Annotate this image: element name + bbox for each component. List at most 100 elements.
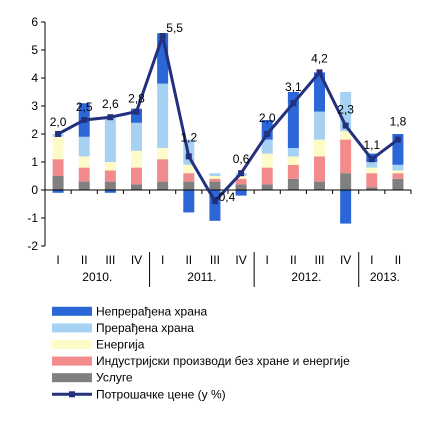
cpi-point [264,131,271,137]
data-label: -0,4 [215,190,236,204]
data-label: 2,8 [128,92,145,106]
x-quarter-label: II [395,253,402,267]
x-quarter-label: I [370,253,373,267]
x-year-label: 2010. [82,270,112,284]
bar-segment [235,176,247,179]
bar-segment [131,167,142,185]
bar-segment [157,33,169,84]
bar-segment [340,131,352,140]
data-label: 2,0 [50,115,67,129]
cpi-point [211,198,218,205]
data-label: 3,1 [285,80,302,94]
cpi-point [342,122,349,129]
x-year-label: 2012. [291,270,321,284]
x-quarter-label: I [161,253,164,267]
bar-segment [366,173,378,188]
x-quarter-label: III [210,253,220,267]
bar-segment [78,181,90,190]
legend-label: Енергија [96,338,145,352]
legend-swatch [52,356,92,366]
y-tick-label: 4 [31,71,38,85]
data-label: 1,1 [363,138,380,152]
x-year-label: 2011. [187,270,216,284]
legend-marker [69,391,75,398]
bar-segment [104,190,116,193]
cpi-point [133,108,140,115]
bar-segment [261,167,273,185]
y-tick-label: -1 [27,211,38,225]
x-quarter-label: I [266,253,269,267]
data-label: 1,8 [390,115,407,129]
bar-segment [340,173,352,190]
data-label: 2,5 [76,100,93,114]
data-label: 5,5 [166,21,183,35]
bar-segment [157,159,169,182]
legend-layer: Непрерађена храна Прерађена храна Енергија… [52,304,350,401]
y-tick-label: 0 [31,183,38,197]
x-quarter-label: I [56,253,59,267]
bar-segment [287,92,299,148]
bar-segment [287,156,299,165]
bar-segment [340,92,352,132]
bar-segment [209,181,221,190]
y-tick-label: 3 [31,99,38,113]
bar-segment [366,162,378,168]
bar-segment [131,184,142,190]
bar-segment [261,184,273,190]
bar-segment [131,108,142,123]
bar-segment [366,167,378,174]
x-quarter-label: IV [235,253,246,267]
bar-segment [314,139,325,157]
bar-segment [78,136,90,157]
bar-segment [392,170,404,174]
legend-label: Индустријски производи без хране и енерг… [96,354,350,368]
legend-swatch [52,323,92,333]
bar-segment [157,148,169,160]
cpi-point [316,69,323,76]
bar-segment [104,181,116,190]
bar-segment [104,162,116,171]
y-tick-label: 6 [31,15,38,29]
bar-segment [52,176,64,190]
data-label: 1,2 [180,130,197,144]
bar-segment [314,72,325,112]
y-tick-label: 2 [31,127,38,141]
bar-segment [340,190,352,224]
cpi-point [159,33,166,39]
bar-segment [235,184,247,190]
bar-segment [183,164,195,174]
x-quarter-label: IV [131,253,142,267]
bar-segment [314,111,325,140]
legend-swatch [52,373,92,383]
y-tick-label: 5 [31,43,38,57]
cpi-line [57,34,399,203]
bar-segment [366,187,378,190]
bar-segment [235,178,247,185]
bar-segment [287,148,299,157]
data-label: 2,6 [102,97,119,111]
cpi-point [368,156,375,163]
bar-segment [392,178,404,190]
cpi-point [81,117,88,123]
bars-layer [52,33,404,224]
legend-swatch [52,340,92,349]
bar-segment [78,156,90,168]
cpi-point [185,153,192,160]
bar-segment [209,178,221,182]
bar-segment [183,181,195,190]
x-quarter-label: II [290,253,297,267]
data-label: 2,0 [259,111,276,125]
bar-segment [131,150,142,168]
bar-segment [261,153,273,168]
x-year-label: 2013. [370,270,400,284]
data-label: 4,2 [311,51,328,65]
cpi-point [238,170,245,177]
bar-segment [183,173,195,182]
bar-segment [209,173,221,176]
y-tick-label: 1 [31,155,38,169]
legend-label: Непрерађена храна [96,304,207,318]
legend-label: Потрошачке цене (у %) [96,387,226,401]
x-quarter-label: II [81,253,88,267]
